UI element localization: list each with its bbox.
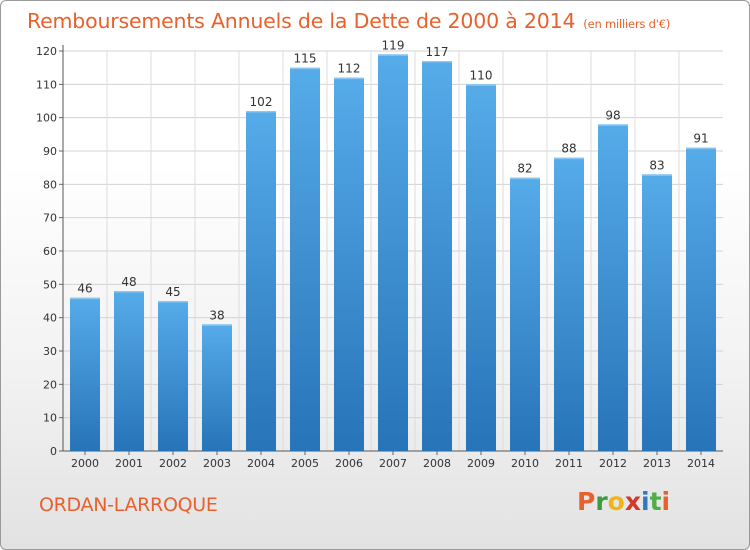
bar-highlight	[114, 291, 144, 293]
data-label: 48	[121, 275, 136, 289]
x-tick-label: 2002	[159, 457, 187, 470]
data-label: 88	[561, 142, 576, 156]
data-label: 112	[338, 62, 361, 76]
logo-letter: i	[661, 487, 671, 516]
y-tick-label: 40	[43, 312, 57, 325]
data-label: 83	[649, 158, 664, 172]
x-tick-label: 2006	[335, 457, 363, 470]
data-labels: 46 48 45 38 102 115 112 119 117 110 82 88 98 83 91	[77, 38, 708, 322]
chart-subtitle: (en milliers d'€)	[583, 17, 671, 31]
y-tick-label: 120	[36, 45, 57, 58]
y-tick-label: 10	[43, 412, 57, 425]
proxiti-logo: Proxiti	[577, 487, 670, 516]
y-tick-label: 60	[43, 245, 57, 258]
bar-highlight	[466, 84, 496, 86]
logo-letter: o	[607, 487, 625, 516]
y-tick-label: 20	[43, 378, 57, 391]
title-text: Remboursements Annuels de la Dette de 20…	[27, 9, 576, 33]
y-tick-label: 100	[36, 112, 57, 125]
logo-letter: i	[641, 487, 650, 516]
bar	[70, 297, 100, 451]
bar	[510, 177, 540, 451]
data-label: 91	[693, 132, 708, 146]
bar	[114, 291, 144, 451]
y-tick-label: 0	[50, 445, 57, 458]
bar	[246, 111, 276, 451]
bar	[466, 84, 496, 451]
data-label: 110	[470, 68, 493, 82]
bar-highlight	[642, 174, 672, 176]
bar	[554, 157, 584, 451]
data-label: 98	[605, 108, 620, 122]
x-tick-label: 2014	[687, 457, 715, 470]
y-tick-label: 110	[36, 78, 57, 91]
bar	[334, 77, 364, 452]
bar-highlight	[202, 324, 232, 326]
bar-highlight	[510, 177, 540, 180]
logo-letter: r	[595, 487, 608, 516]
data-label: 82	[517, 162, 532, 176]
bar-highlight	[246, 111, 276, 113]
bar	[202, 324, 232, 451]
bar	[158, 301, 188, 451]
x-tick-label: 2000	[71, 457, 99, 470]
bar	[422, 61, 452, 451]
bar	[686, 147, 716, 451]
data-label: 45	[165, 285, 180, 299]
x-tick-label: 2011	[555, 457, 583, 470]
data-label: 115	[294, 52, 317, 66]
x-tick-label: 2013	[643, 457, 671, 470]
data-label: 119	[382, 38, 405, 52]
bar-highlight	[334, 77, 364, 80]
x-tick-label: 2003	[203, 457, 231, 470]
x-tick-label: 2001	[115, 457, 143, 470]
y-tick-label: 50	[43, 278, 57, 291]
x-tick-label: 2007	[379, 457, 407, 470]
data-label: 38	[209, 308, 224, 322]
commune-name: ORDAN-LARROQUE	[39, 494, 218, 516]
x-tick-label: 2005	[291, 457, 319, 470]
bar-highlight	[686, 147, 716, 150]
bar-highlight	[158, 301, 188, 303]
x-tick-label: 2004	[247, 457, 275, 470]
bars	[70, 54, 716, 452]
bar-highlight	[554, 157, 584, 160]
data-label: 46	[77, 282, 92, 296]
data-label: 102	[250, 95, 273, 109]
x-tick-label: 2010	[511, 457, 539, 470]
data-label: 117	[426, 45, 449, 59]
x-tick-label: 2009	[467, 457, 495, 470]
bar	[378, 54, 408, 451]
y-tick-label: 90	[43, 145, 57, 158]
bar	[598, 124, 628, 451]
logo-letter: P	[577, 487, 596, 516]
bar	[642, 174, 672, 452]
chart-title: Remboursements Annuels de la Dette de 20…	[27, 9, 670, 33]
bar-highlight	[422, 61, 452, 63]
bar-highlight	[70, 297, 100, 300]
bar	[290, 67, 320, 452]
bar-highlight	[598, 124, 628, 126]
bar-highlight	[290, 67, 320, 70]
axes: 0 10 20 30 40 50 60 70 80 90 100 110 120 2000 2001 2002…	[36, 45, 723, 470]
y-tick-label: 70	[43, 212, 57, 225]
logo-letter: x	[624, 487, 641, 516]
y-tick-label: 80	[43, 178, 57, 191]
bar-highlight	[378, 54, 408, 56]
logo-letter: t	[649, 487, 662, 516]
x-tick-label: 2012	[599, 457, 627, 470]
x-tick-label: 2008	[423, 457, 451, 470]
y-tick-label: 30	[43, 345, 57, 358]
